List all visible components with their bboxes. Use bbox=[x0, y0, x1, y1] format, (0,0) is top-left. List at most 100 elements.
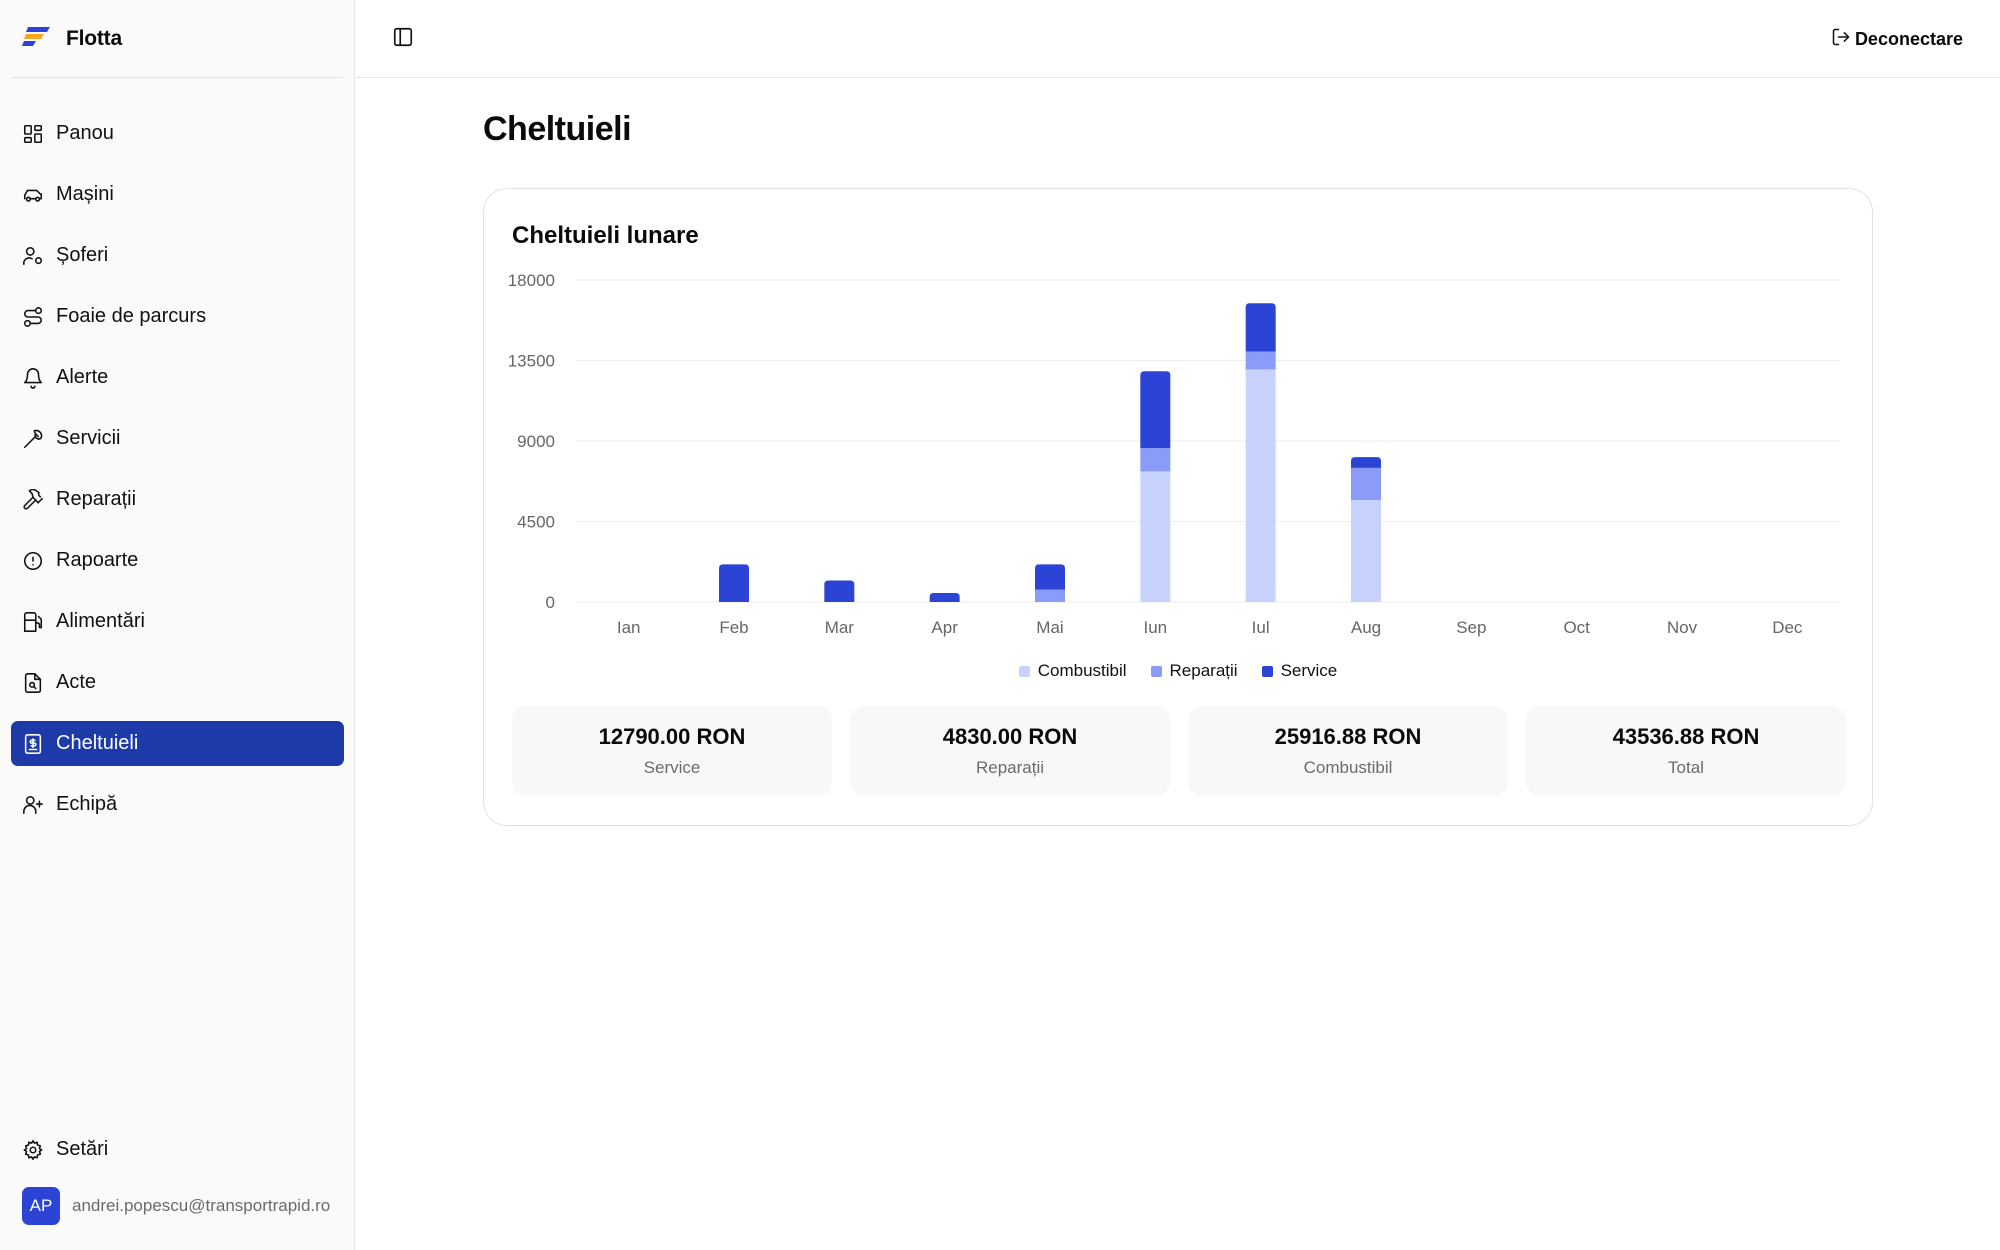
sidebar-item-soferi[interactable]: Șoferi bbox=[11, 233, 344, 278]
divider bbox=[11, 77, 343, 78]
sidebar-item-reparatii[interactable]: Reparații bbox=[11, 477, 344, 522]
user-email: andrei.popescu@transportrapid.ro bbox=[72, 1196, 331, 1215]
legend-item-service[interactable]: Service bbox=[1261, 661, 1338, 681]
legend-swatch bbox=[1018, 665, 1030, 677]
bar-segment-service bbox=[1351, 457, 1381, 468]
card-title: Cheltuieli lunare bbox=[512, 222, 699, 249]
sidebar: Flotta Panou Mașini Șoferi Foaie de parc… bbox=[0, 0, 355, 1250]
logout-button[interactable]: Deconectare bbox=[1831, 22, 1963, 56]
legend-item-combustibil[interactable]: Combustibil bbox=[1018, 661, 1127, 681]
sidebar-item-setari[interactable]: Setări bbox=[11, 1127, 344, 1172]
sidebar-item-label: Setări bbox=[56, 1138, 109, 1160]
bar-segment-service bbox=[1245, 303, 1276, 352]
sidebar-item-panou[interactable]: Panou bbox=[11, 111, 344, 156]
stat-label: Reparații bbox=[975, 758, 1045, 777]
sidebar-item-label: Mașini bbox=[56, 183, 114, 205]
sidebar-item-echipa[interactable]: Echipă bbox=[11, 782, 344, 827]
receipt-icon bbox=[22, 733, 44, 755]
hammer-icon bbox=[22, 488, 44, 511]
user-settings-icon bbox=[22, 245, 44, 267]
stat-label: Service bbox=[643, 758, 701, 777]
bell-icon bbox=[22, 367, 44, 389]
stat-card-total: 43536.88 RON Total bbox=[1526, 706, 1846, 796]
car-icon bbox=[22, 184, 44, 206]
x-tick-label: Ian bbox=[617, 618, 641, 637]
wrench-icon bbox=[22, 428, 44, 450]
flotta-logo-icon bbox=[22, 25, 52, 52]
sidebar-item-label: Șoferi bbox=[56, 244, 109, 266]
legend-label: Service bbox=[1280, 661, 1338, 680]
dashboard-icon bbox=[22, 123, 44, 145]
stat-card-service: 12790.00 RON Service bbox=[512, 706, 832, 796]
bar-segment-reparații bbox=[1245, 351, 1276, 370]
stat-label: Total bbox=[1668, 758, 1704, 777]
x-tick-label: Iun bbox=[1144, 618, 1168, 637]
bar-segment-reparații bbox=[1035, 589, 1065, 602]
sidebar-item-masini[interactable]: Mașini bbox=[11, 172, 344, 217]
sidebar-item-rapoarte[interactable]: Rapoarte bbox=[11, 538, 344, 583]
stat-label: Combustibil bbox=[1303, 758, 1393, 777]
sidebar-toggle-button[interactable] bbox=[386, 22, 420, 56]
stat-card-reparatii: 4830.00 RON Reparații bbox=[850, 706, 1170, 796]
bar-segment-service bbox=[929, 593, 960, 602]
brand[interactable]: Flotta bbox=[0, 0, 355, 77]
x-tick-label: Mai bbox=[1036, 618, 1063, 637]
y-tick-label: 9000 bbox=[517, 432, 555, 451]
bar-segment-service bbox=[1140, 371, 1171, 449]
legend-label: Reparații bbox=[1169, 661, 1238, 680]
page-title: Cheltuieli bbox=[483, 110, 632, 148]
fuel-icon bbox=[22, 611, 44, 633]
x-tick-label: Nov bbox=[1667, 618, 1698, 637]
sidebar-item-label: Alimentări bbox=[56, 610, 145, 632]
panel-left-icon bbox=[392, 26, 414, 53]
sidebar-item-label: Reparații bbox=[56, 488, 137, 510]
user-profile[interactable]: AP andrei.popescu@transportrapid.ro bbox=[22, 1186, 344, 1226]
sidebar-item-alimentari[interactable]: Alimentări bbox=[11, 599, 344, 644]
x-tick-label: Oct bbox=[1563, 618, 1590, 637]
legend-label: Combustibil bbox=[1037, 661, 1127, 680]
stat-value: 43536.88 RON bbox=[1612, 724, 1760, 749]
legend-swatch bbox=[1150, 665, 1162, 677]
topbar: Deconectare bbox=[356, 0, 2000, 78]
x-tick-label: Sep bbox=[1456, 618, 1486, 637]
file-search-icon bbox=[22, 672, 44, 694]
sidebar-item-label: Acte bbox=[56, 671, 97, 693]
bar-segment-service bbox=[1035, 564, 1065, 590]
stats-row: 12790.00 RON Service 4830.00 RON Reparaț… bbox=[512, 706, 1846, 796]
chart-legend: Combustibil Reparații Service bbox=[484, 661, 1872, 681]
x-tick-label: Aug bbox=[1351, 618, 1381, 637]
route-icon bbox=[22, 306, 44, 328]
sidebar-item-label: Panou bbox=[56, 122, 114, 144]
sidebar-item-foaie-de-parcurs[interactable]: Foaie de parcurs bbox=[11, 294, 344, 339]
avatar: AP bbox=[22, 1187, 60, 1225]
x-tick-label: Dec bbox=[1772, 618, 1803, 637]
sidebar-item-label: Echipă bbox=[56, 793, 118, 815]
y-tick-label: 13500 bbox=[508, 352, 555, 371]
x-tick-label: Feb bbox=[719, 618, 748, 637]
settings-section: Setări bbox=[11, 1127, 344, 1188]
sidebar-item-acte[interactable]: Acte bbox=[11, 660, 344, 705]
logout-label: Deconectare bbox=[1854, 28, 1963, 49]
sidebar-item-label: Alerte bbox=[56, 366, 109, 388]
y-tick-label: 4500 bbox=[517, 513, 555, 532]
expenses-card: 0 4500 9000 13500 18000 Ian Feb Mar Apr Mai Iun Iul… bbox=[483, 188, 1873, 826]
monthly-expenses-chart: 0 4500 9000 13500 18000 Ian Feb Mar Apr Mai Iun Iul… bbox=[508, 271, 1840, 637]
legend-item-reparatii[interactable]: Reparații bbox=[1150, 661, 1238, 681]
sidebar-item-label: Cheltuieli bbox=[56, 732, 139, 754]
sidebar-item-label: Rapoarte bbox=[56, 549, 139, 571]
bar-segment-reparații bbox=[1140, 448, 1171, 472]
stat-value: 4830.00 RON bbox=[942, 724, 1078, 749]
bar-segment-reparații bbox=[1351, 467, 1381, 501]
sidebar-item-cheltuieli[interactable]: Cheltuieli bbox=[11, 721, 344, 766]
bar-segment-service bbox=[824, 580, 855, 602]
x-tick-label: Mar bbox=[825, 618, 855, 637]
stat-value: 12790.00 RON bbox=[598, 724, 746, 749]
bar-segment-combustibil bbox=[1351, 500, 1381, 602]
sidebar-item-servicii[interactable]: Servicii bbox=[11, 416, 344, 461]
sidebar-item-alerte[interactable]: Alerte bbox=[11, 355, 344, 400]
alert-circle-icon bbox=[22, 550, 44, 572]
logout-icon bbox=[1831, 27, 1855, 52]
bar-segment-service bbox=[719, 564, 749, 602]
gear-icon bbox=[22, 1139, 44, 1161]
app-name: Flotta bbox=[66, 26, 122, 50]
